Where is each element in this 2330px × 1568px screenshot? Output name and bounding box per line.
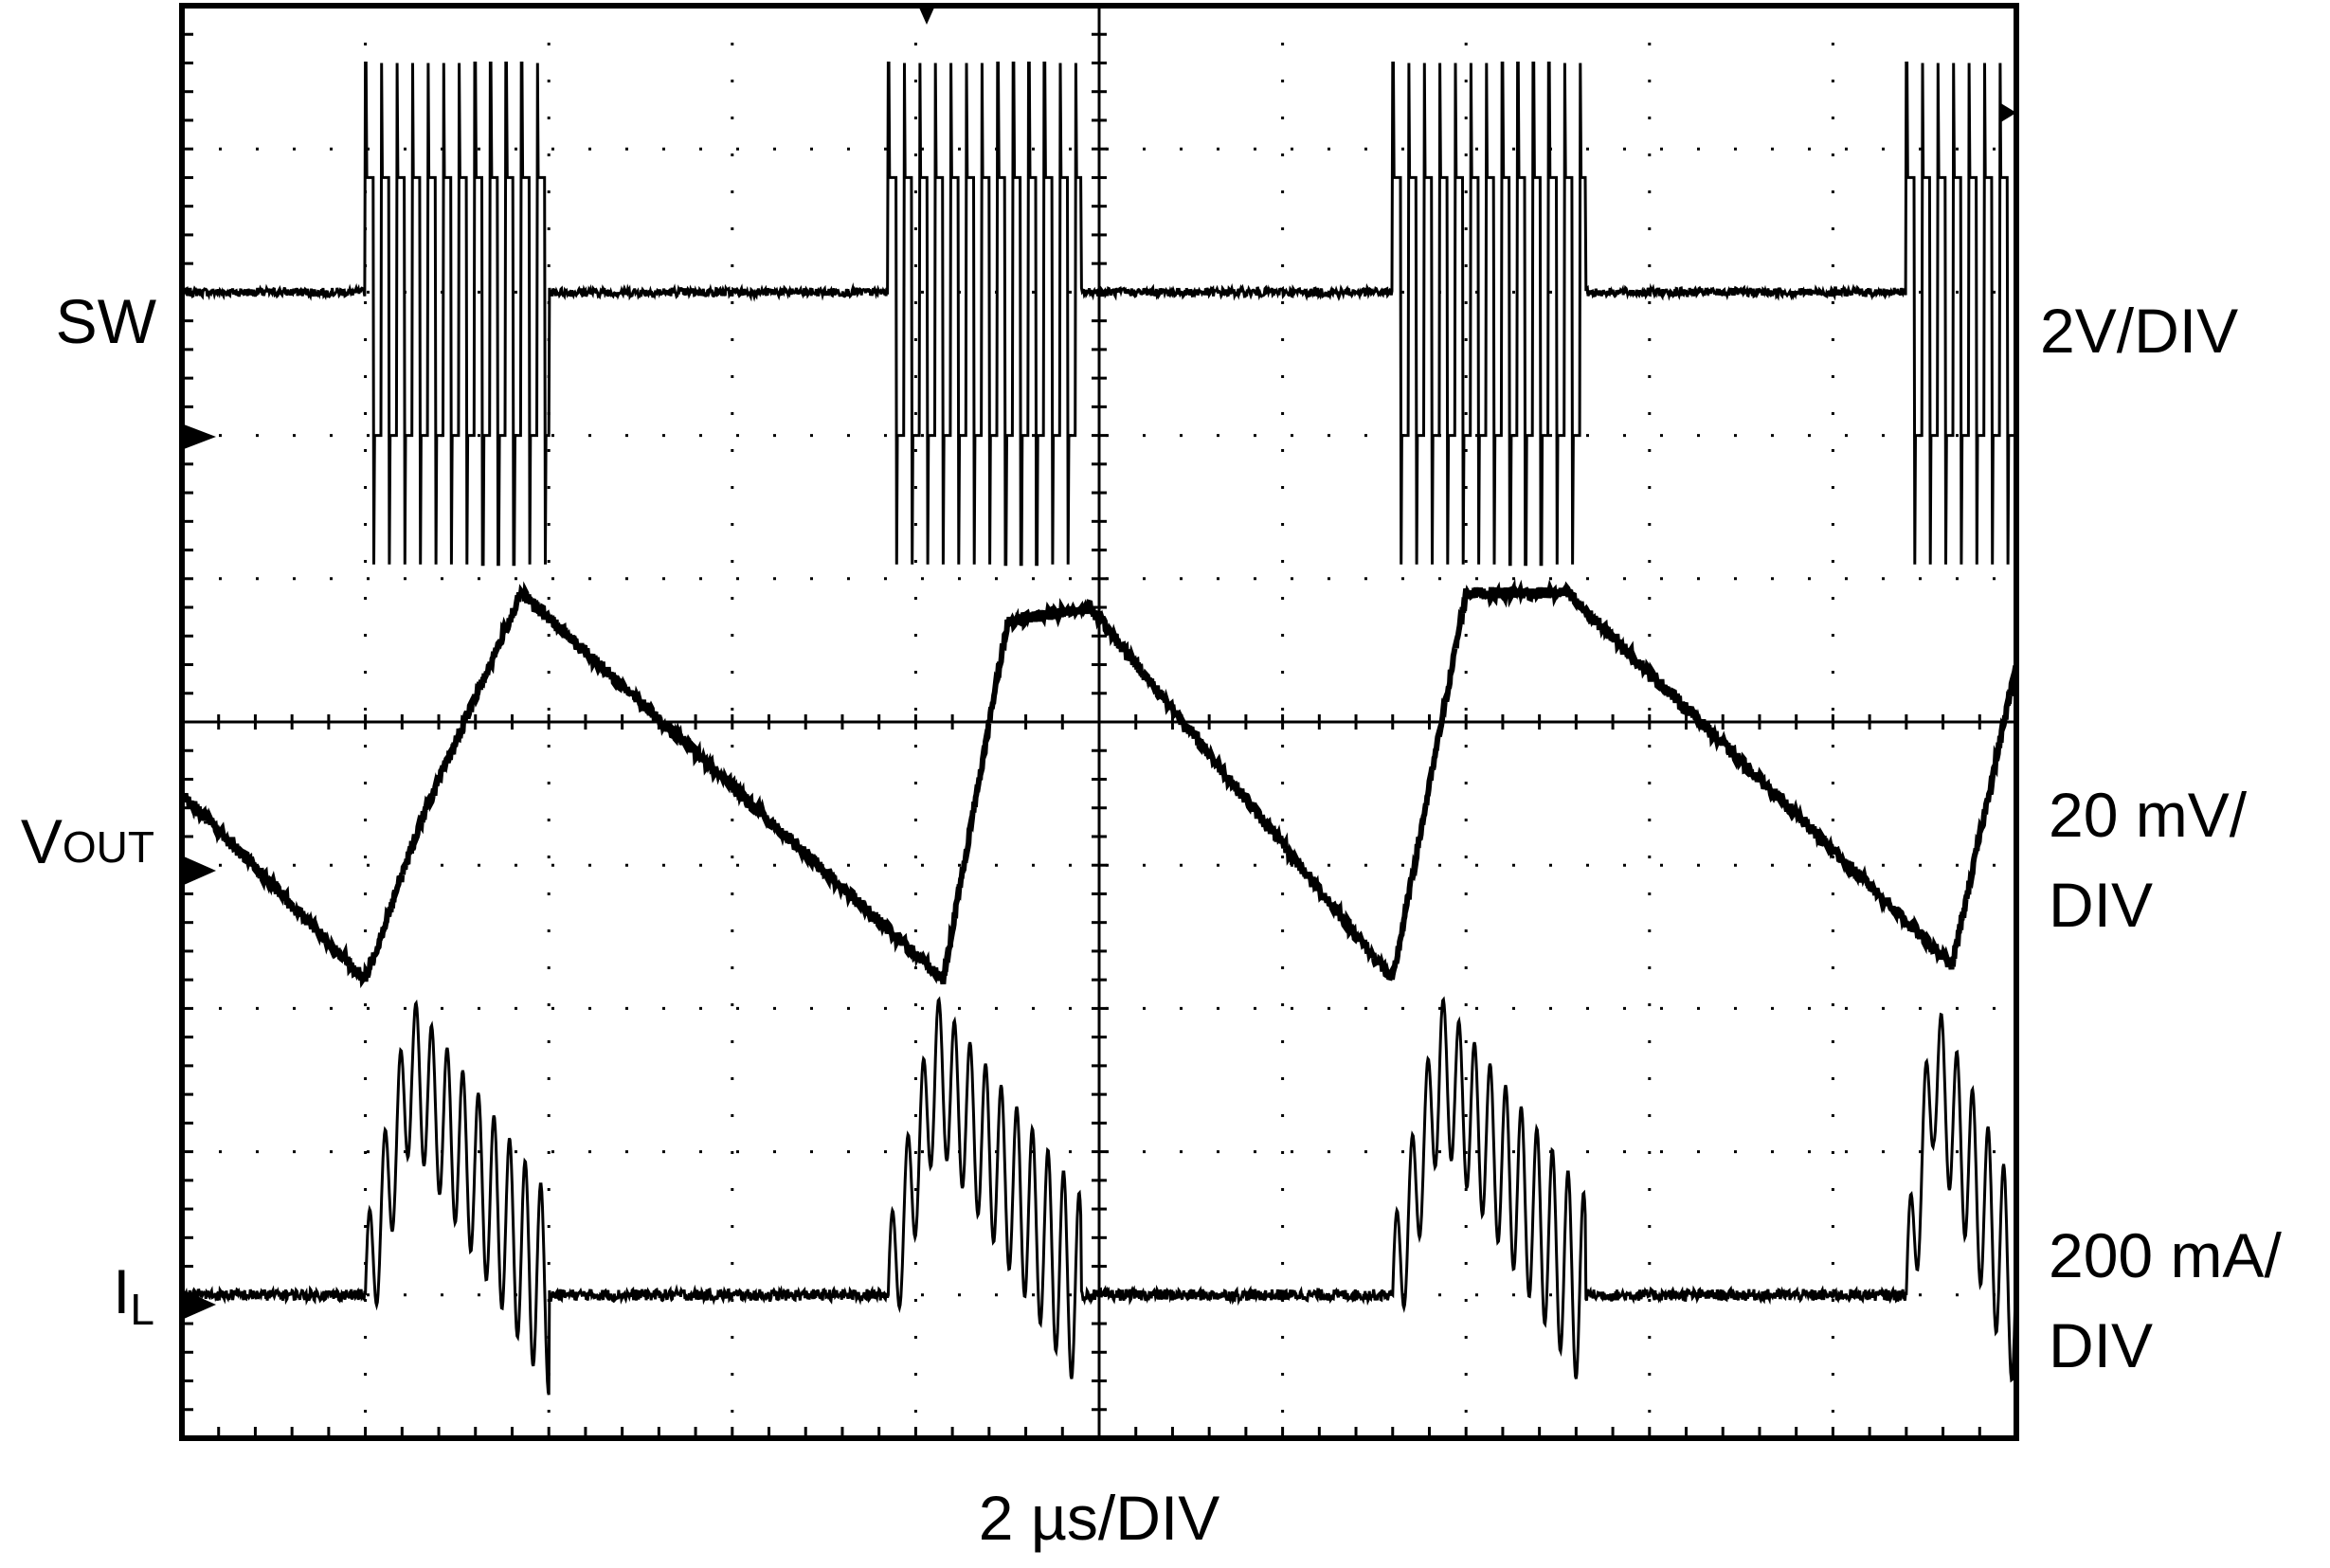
vout-scale-line1: 20 mV/ — [2049, 780, 2248, 850]
sw-ground-marker — [184, 424, 216, 449]
traces — [179, 62, 2019, 1396]
sw-label: SW — [56, 286, 157, 356]
sw-trace — [180, 62, 2017, 567]
plot-frame — [179, 3, 2019, 1441]
il-ground-marker — [184, 1290, 216, 1319]
il-label: IL — [113, 1256, 154, 1334]
il-scale-line1: 200 mA/ — [2049, 1220, 2282, 1290]
trigger-position-marker — [919, 8, 934, 25]
vout-label: VOUT — [21, 806, 154, 876]
grid — [180, 4, 2018, 1440]
trigger-level-marker — [1999, 102, 2016, 123]
vout-trace — [179, 578, 2019, 989]
il-scale-line2: DIV — [2049, 1310, 2153, 1380]
il-trace — [181, 996, 2018, 1396]
vout-ground-marker — [184, 856, 216, 885]
time-scale-label: 2 µs/DIV — [979, 1483, 1219, 1553]
sw-scale: 2V/DIV — [2040, 296, 2238, 366]
vout-scale-line2: DIV — [2049, 870, 2153, 940]
